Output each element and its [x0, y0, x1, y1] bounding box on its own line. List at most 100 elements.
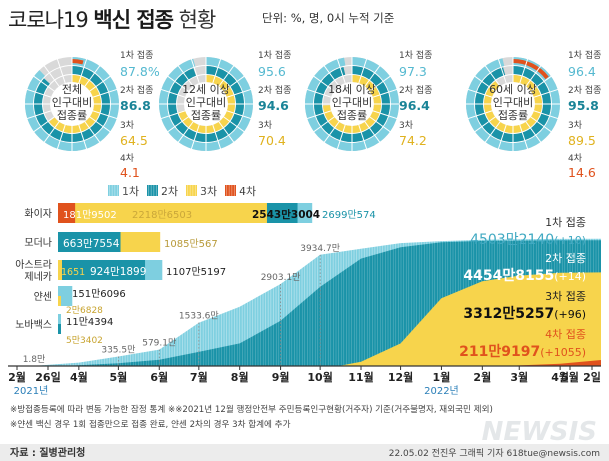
donut-tick [519, 123, 529, 150]
donut-center-label: 전체 [62, 83, 82, 96]
legend-label: 2차 [161, 185, 178, 198]
x-tick-label: 10월 [307, 370, 332, 384]
legend-label: 1차 [122, 185, 139, 198]
vaccine-name: 제네카 [24, 271, 52, 283]
title-highlight: 백신 접종 [93, 8, 174, 32]
legend-swatch [225, 185, 236, 196]
donut-arc-dose2 [314, 66, 390, 142]
donut-center-label: 18세 이상 [328, 83, 376, 96]
donut-arc-dose1 [25, 57, 119, 151]
legend-label: 3차 [200, 185, 217, 198]
title-rest: 현황 [178, 8, 217, 32]
donut-tick [532, 88, 559, 98]
bar-label: 2543만3004 [252, 208, 320, 221]
note-line: ※얀센 백신 경우 1회 접종만으로 접종 완료, 얀센 2차의 경우 3차 합… [10, 418, 291, 430]
total-label: 2차 접종 [545, 252, 586, 265]
donut-center-label: 접종률 [498, 109, 528, 122]
donut-tick [26, 110, 53, 120]
total-label: 3차 접종 [545, 290, 586, 303]
dose2-label: 2차 접종 [258, 84, 291, 96]
legend: 1차 2차 3차 4차 [108, 185, 256, 198]
donut-center-label: 인구대비 [186, 96, 226, 109]
donut-center-label: 인구대비 [493, 96, 533, 109]
donut-tick [368, 115, 392, 133]
total-label: 4차 접종 [545, 328, 586, 341]
donut-tick [529, 115, 553, 133]
donut-tick [88, 75, 112, 93]
donut-tick [88, 115, 112, 133]
x-tick-label: 3월 [510, 370, 528, 384]
x-tick-label: 2월 [8, 370, 26, 384]
donut-tick [363, 120, 381, 144]
dose1-label: 1차 접종 [568, 49, 601, 61]
dose2-value: 94.6 [258, 98, 289, 113]
donut-center-label: 12세 이상 [182, 83, 230, 96]
cum-label: 1.8만 [23, 354, 46, 365]
donut-tick [484, 120, 502, 144]
year-label: 2021년 [14, 385, 49, 397]
dose2-label: 2차 접종 [399, 84, 432, 96]
cum-label: 1533.6만 [179, 311, 219, 322]
vaccine-name: 아스트라 [15, 259, 52, 271]
dose4-value: 4.1 [120, 165, 140, 180]
donut-tick [83, 64, 101, 88]
total-value: 4503만2140(+10) [470, 232, 586, 248]
donut-tick [532, 110, 559, 120]
x-tick-label: 2월 [473, 370, 491, 384]
donut-tick [368, 75, 392, 93]
donut-tick [217, 120, 235, 144]
donut-tick [467, 88, 494, 98]
donut-tick [78, 58, 88, 85]
donut-tick [212, 123, 222, 150]
bar-label: 1085만567 [164, 238, 218, 250]
cumulative-area-chart: 1.8만 335.5만 579.1만 1533.6만 2903.1만 3934.7만 [23, 180, 602, 366]
donut-tick [473, 115, 497, 133]
donut-tick [56, 123, 66, 150]
vaccine-bar-3차 [58, 203, 267, 223]
donut-tick [160, 110, 187, 120]
donut-arc-dose2 [34, 66, 110, 142]
donut-tick [43, 120, 61, 144]
donut-tick [56, 58, 66, 85]
vaccine-bar-2차 [58, 324, 61, 334]
legend-swatch [147, 185, 158, 196]
donut-tick [467, 110, 494, 120]
dose1-value: 97.3 [399, 64, 427, 79]
total-value: 3312만5257(+96) [463, 306, 586, 322]
bar-label: 1107만5197 [166, 266, 226, 278]
donut-tick [323, 64, 341, 88]
donut-tick [336, 58, 346, 85]
donut-arc-dose2 [475, 66, 551, 142]
donut-tick [473, 75, 497, 93]
donut-tick [363, 64, 381, 88]
donut-arc-dose2 [168, 66, 245, 142]
dose1-value: 87.8% [120, 64, 160, 79]
donut-tick [91, 88, 118, 98]
donut-arc-dose3 [323, 75, 381, 133]
dose1-label: 1차 접종 [258, 49, 291, 61]
x-tick-label: 11월 [348, 370, 373, 384]
donut-tick [312, 75, 336, 93]
units-note: 단위: %, 명, 0시 누적 기준 [262, 11, 395, 25]
dose2-label: 2차 접종 [120, 84, 153, 96]
dose2-value: 86.8 [120, 98, 151, 113]
donut-tick [190, 58, 200, 85]
donut-tick [336, 123, 346, 150]
cum-label: 3934.7만 [300, 243, 340, 254]
area-series-3 [338, 272, 601, 366]
bar-label: 11만4394 [66, 316, 113, 328]
bar-label: 151만6096 [72, 288, 126, 300]
donut-tick [371, 110, 398, 120]
donut-tick [306, 110, 333, 120]
donut-tick [166, 115, 190, 133]
legend-label: 4차 [239, 185, 256, 198]
donut-center-label: 접종률 [57, 109, 87, 122]
dose3-label: 3차 [258, 119, 273, 131]
donut-center-label: 접종률 [337, 109, 367, 122]
dose3-label: 3차 [120, 119, 135, 131]
vaccine-name: 얀센 [34, 290, 52, 303]
